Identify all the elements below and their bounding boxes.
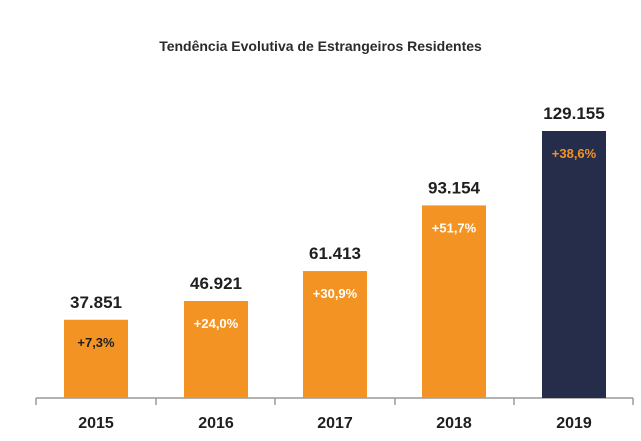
bar-2018 [422, 205, 486, 398]
growth-label-2017: +30,9% [313, 286, 358, 301]
x-tick-label-2015: 2015 [78, 415, 114, 432]
x-tick-label-2019: 2019 [556, 415, 592, 432]
value-label-2018: 93.154 [428, 178, 481, 197]
value-label-2015: 37.851 [70, 293, 122, 312]
x-tick-label-2018: 2018 [436, 415, 472, 432]
value-label-2017: 61.413 [309, 244, 361, 263]
value-label-2016: 46.921 [190, 274, 242, 293]
bar-2017 [303, 271, 367, 398]
growth-label-2018: +51,7% [432, 220, 477, 235]
value-label-2019: 129.155 [543, 104, 604, 123]
chart-title: Tendência Evolutiva de Estrangeiros Resi… [159, 38, 482, 54]
x-tick-label-2016: 2016 [198, 415, 234, 432]
bar-2015 [64, 319, 128, 398]
x-tick-label-2017: 2017 [317, 415, 353, 432]
growth-label-2015: +7,3% [77, 335, 115, 350]
bar-2019 [542, 131, 606, 398]
bar-2016 [184, 301, 248, 398]
growth-label-2019: +38,6% [552, 146, 597, 161]
growth-label-2016: +24,0% [194, 316, 239, 331]
